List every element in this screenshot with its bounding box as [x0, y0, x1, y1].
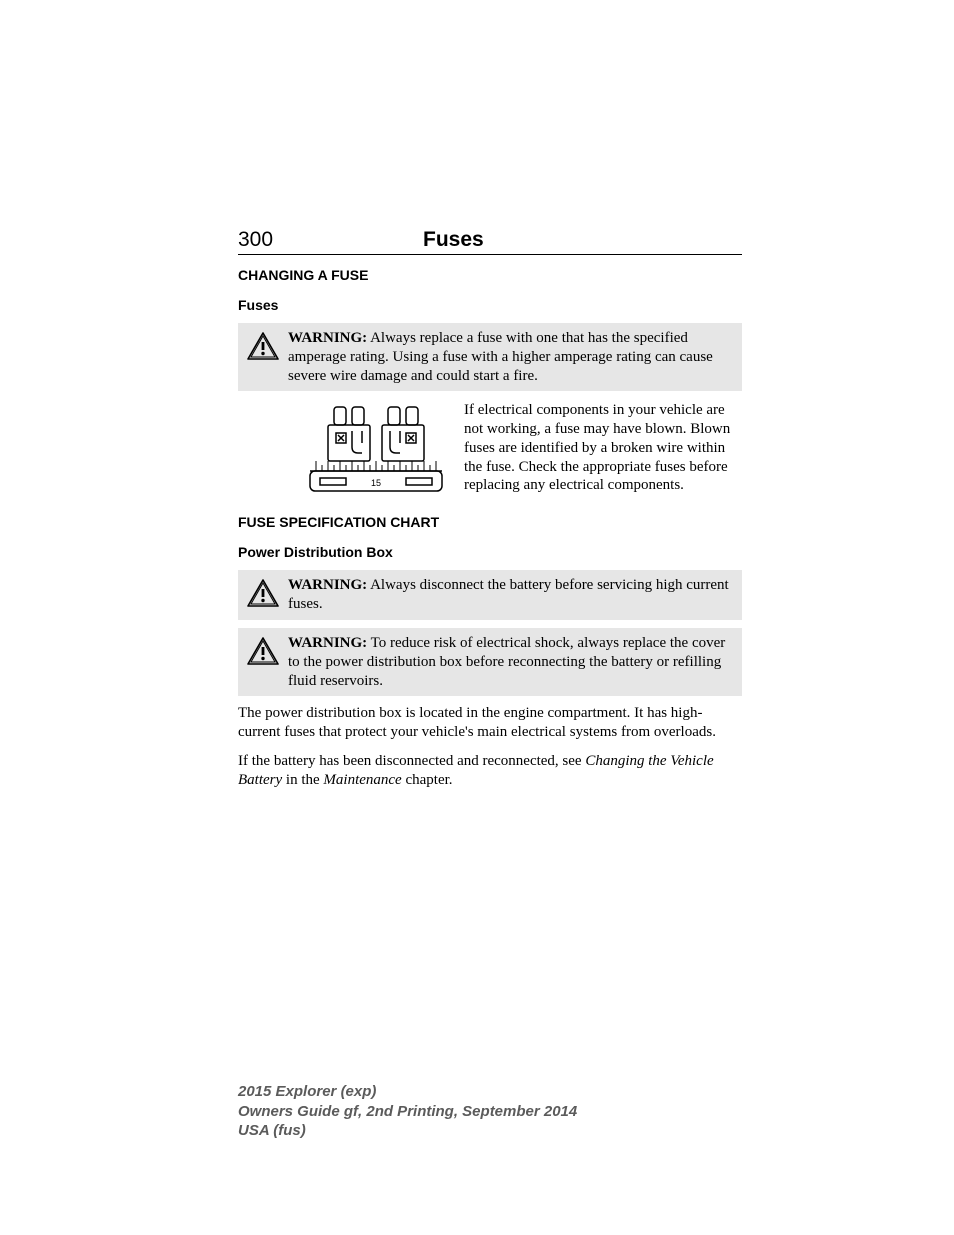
- fuse-diagram: 15: [306, 399, 446, 498]
- subheading-power-dist-box: Power Distribution Box: [238, 544, 742, 560]
- text-mid: in the: [282, 772, 323, 788]
- warning-text: WARNING: Always disconnect the battery b…: [288, 577, 729, 612]
- warning-box-3: WARNING: To reduce risk of electrical sh…: [238, 628, 742, 696]
- warning-label: WARNING:: [288, 577, 367, 593]
- fuse-amp-label: 15: [371, 478, 381, 488]
- fuse-illustration-row: 15 If electrical components in your vehi…: [238, 399, 742, 498]
- page-content: 300 Fuses CHANGING A FUSE Fuses WARNING:…: [238, 228, 742, 799]
- warning-label: WARNING:: [288, 635, 367, 651]
- warning-box-2: WARNING: Always disconnect the battery b…: [238, 570, 742, 620]
- warning-text: WARNING: To reduce risk of electrical sh…: [288, 635, 725, 689]
- footer-line-2: Owners Guide gf, 2nd Printing, September…: [238, 1102, 742, 1122]
- pdb-location-text: The power distribution box is located in…: [238, 704, 742, 742]
- blown-fuse-text: If electrical components in your vehicle…: [464, 399, 742, 495]
- warning-triangle-icon: [246, 578, 280, 614]
- text-suffix: chapter.: [402, 772, 453, 788]
- warning-box-1: WARNING: Always replace a fuse with one …: [238, 323, 742, 391]
- text-prefix: If the battery has been disconnected and…: [238, 753, 585, 769]
- page-header: 300 Fuses: [238, 228, 742, 255]
- footer-line-1: 2015 Explorer (exp): [238, 1082, 742, 1102]
- footer-code: (exp): [341, 1083, 377, 1100]
- warning-triangle-icon: [246, 636, 280, 672]
- heading-changing-a-fuse: CHANGING A FUSE: [238, 267, 742, 283]
- footer-line-3: USA (fus): [238, 1121, 742, 1141]
- page-number: 300: [238, 228, 423, 252]
- cross-ref-maintenance: Maintenance: [323, 772, 401, 788]
- footer-model: 2015 Explorer: [238, 1083, 341, 1100]
- page-footer: 2015 Explorer (exp) Owners Guide gf, 2nd…: [238, 1082, 742, 1141]
- subheading-fuses: Fuses: [238, 297, 742, 313]
- heading-fuse-spec-chart: FUSE SPECIFICATION CHART: [238, 514, 742, 530]
- battery-reconnect-text: If the battery has been disconnected and…: [238, 752, 742, 790]
- footer-region-code: (fus): [273, 1122, 306, 1139]
- warning-text: WARNING: Always replace a fuse with one …: [288, 330, 713, 384]
- warning-label: WARNING:: [288, 330, 367, 346]
- chapter-title: Fuses: [423, 228, 484, 252]
- warning-triangle-icon: [246, 331, 280, 367]
- footer-region: USA: [238, 1122, 273, 1139]
